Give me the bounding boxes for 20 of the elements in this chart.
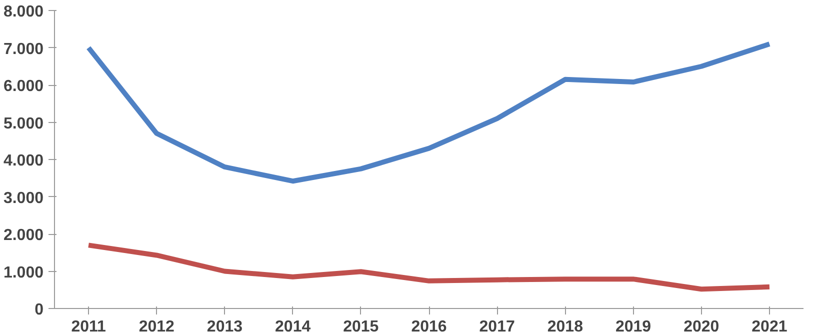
x-tick-label: 2019 bbox=[615, 318, 652, 334]
x-tick-label: 2018 bbox=[547, 318, 584, 334]
y-tick-label: 8.000 bbox=[3, 4, 44, 20]
x-tick-label: 2014 bbox=[275, 318, 311, 334]
x-tick-label: 2021 bbox=[752, 318, 788, 334]
y-tick-label: 3.000 bbox=[3, 190, 44, 207]
y-tick-label: 4.000 bbox=[3, 152, 44, 170]
y-tick-label: 0 bbox=[34, 302, 44, 318]
x-tick-label: 2020 bbox=[684, 318, 720, 334]
y-tick-label: 7.000 bbox=[3, 40, 44, 58]
x-tick-label: 2016 bbox=[411, 318, 447, 334]
y-tick-label: 1.000 bbox=[3, 264, 44, 282]
y-tick-label: 2.000 bbox=[3, 227, 44, 244]
x-tick-label: 2017 bbox=[479, 318, 515, 334]
x-tick-label: 2012 bbox=[138, 318, 175, 334]
x-tick-label: 2015 bbox=[343, 318, 379, 334]
x-tick-label: 2011 bbox=[71, 318, 106, 334]
x-tick-label: 2013 bbox=[206, 318, 243, 334]
y-tick-label: 5.000 bbox=[3, 115, 44, 132]
y-tick-label: 6.000 bbox=[3, 78, 44, 95]
